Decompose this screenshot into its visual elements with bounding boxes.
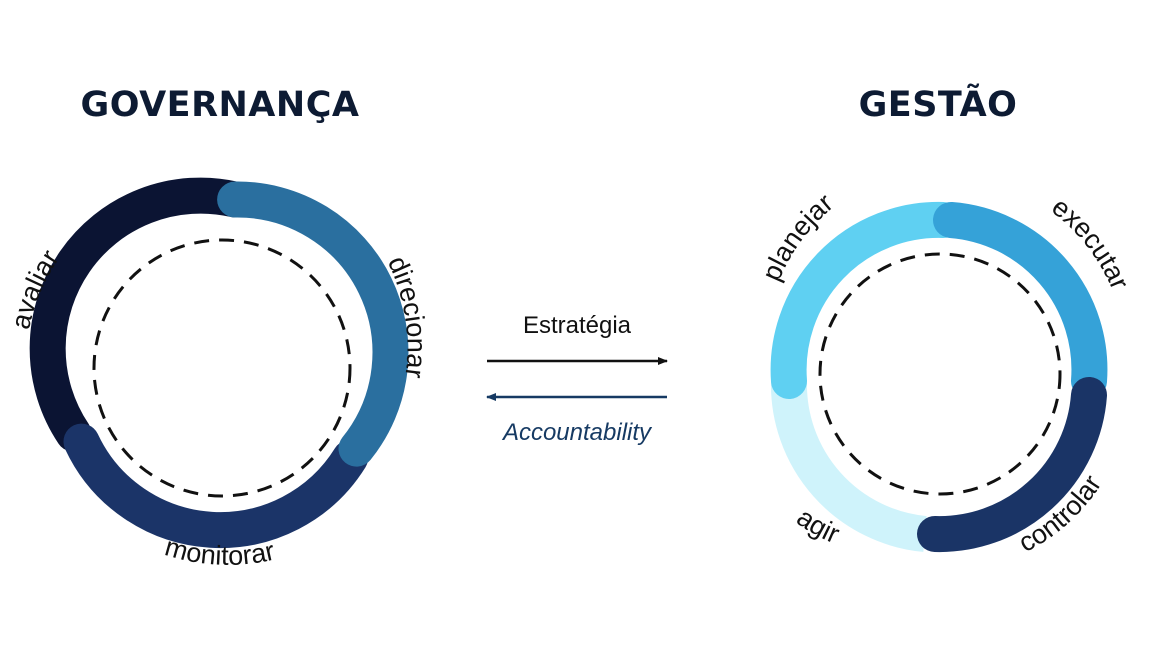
flow-arrows: Estratégia Accountability bbox=[486, 312, 668, 446]
management-ring-controlar bbox=[917, 377, 1107, 553]
flow-backward-label: Accountability bbox=[501, 419, 653, 446]
management-inner-dashed-circle bbox=[818, 252, 1062, 496]
management-ring-planejar bbox=[770, 201, 961, 399]
management-cycle: planejar executar controlar agir bbox=[756, 188, 1135, 558]
management-ring-agir bbox=[770, 380, 928, 552]
governance-title: GOVERNANÇA bbox=[81, 85, 360, 125]
governance-ring-avaliar bbox=[29, 177, 254, 452]
governance-inner-dashed-circle bbox=[92, 238, 352, 498]
management-title: GESTÃO bbox=[859, 83, 1018, 125]
management-ring-executar bbox=[933, 202, 1108, 399]
governance-ring-direcionar bbox=[217, 181, 409, 467]
governance-ring-monitorar bbox=[63, 423, 369, 549]
governance-cycle: avaliar direcionar monitorar bbox=[5, 177, 431, 571]
flow-forward-label: Estratégia bbox=[523, 312, 632, 339]
